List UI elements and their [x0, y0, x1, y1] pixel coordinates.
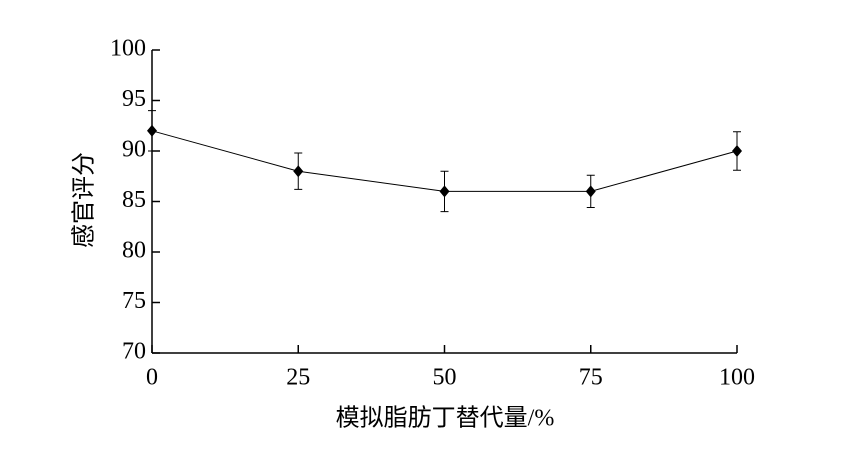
- y-tick-label: 80: [122, 238, 146, 264]
- y-tick-label: 85: [122, 187, 146, 213]
- marker: [147, 124, 157, 137]
- marker: [585, 185, 596, 198]
- x-tick-label: 100: [719, 365, 755, 391]
- x-tick-label: 25: [286, 365, 310, 391]
- x-tick-label: 0: [146, 365, 158, 391]
- y-tick-label: 100: [110, 36, 146, 62]
- x-axis-label: 模拟脂肪丁替代量/%: [336, 405, 555, 432]
- marker: [732, 145, 742, 157]
- y-tick-label: 95: [122, 86, 146, 112]
- marker: [293, 165, 304, 178]
- x-tick-label: 50: [433, 365, 457, 391]
- y-tick-label: 70: [122, 339, 146, 365]
- x-tick-label: 75: [579, 365, 603, 391]
- y-tick-label: 90: [122, 137, 146, 163]
- marker: [439, 185, 450, 198]
- y-axis-label: 感官评分: [71, 152, 98, 248]
- y-tick-label: 75: [122, 288, 146, 314]
